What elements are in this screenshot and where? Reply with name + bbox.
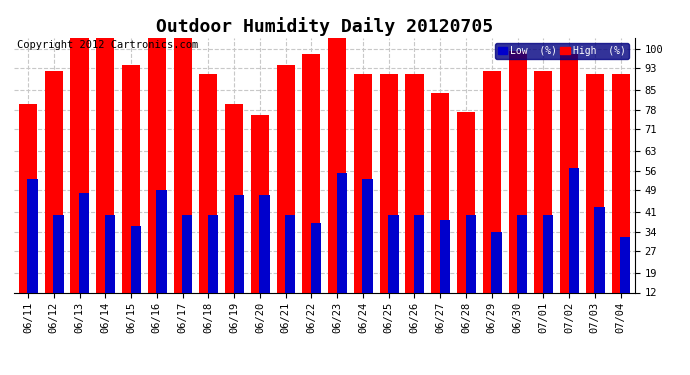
Bar bbox=[414, 215, 424, 292]
Bar bbox=[105, 215, 115, 292]
Bar bbox=[277, 65, 295, 292]
Bar bbox=[543, 215, 553, 292]
Bar bbox=[534, 71, 552, 292]
Bar bbox=[440, 220, 450, 292]
Bar bbox=[431, 93, 449, 292]
Bar bbox=[45, 71, 63, 292]
Bar bbox=[586, 74, 604, 292]
Bar bbox=[122, 65, 140, 292]
Bar bbox=[97, 15, 115, 292]
Bar bbox=[19, 104, 37, 292]
Bar bbox=[380, 74, 397, 292]
Bar bbox=[251, 115, 269, 292]
Bar bbox=[560, 54, 578, 292]
Bar bbox=[509, 51, 526, 292]
Bar bbox=[337, 173, 347, 292]
Bar bbox=[70, 15, 88, 292]
Bar bbox=[466, 215, 476, 292]
Bar bbox=[362, 179, 373, 292]
Bar bbox=[311, 223, 322, 292]
Bar bbox=[157, 190, 166, 292]
Bar bbox=[611, 74, 630, 292]
Bar bbox=[53, 215, 63, 292]
Bar bbox=[406, 74, 424, 292]
Bar bbox=[174, 10, 192, 292]
Bar bbox=[620, 237, 631, 292]
Bar bbox=[285, 215, 295, 292]
Bar bbox=[491, 231, 502, 292]
Bar bbox=[483, 71, 501, 292]
Bar bbox=[517, 215, 527, 292]
Bar bbox=[457, 112, 475, 292]
Bar bbox=[354, 74, 372, 292]
Bar bbox=[130, 226, 141, 292]
Bar bbox=[148, 15, 166, 292]
Bar bbox=[79, 193, 89, 292]
Legend: Low  (%), High  (%): Low (%), High (%) bbox=[495, 43, 629, 59]
Bar bbox=[328, 10, 346, 292]
Bar bbox=[302, 54, 320, 292]
Bar bbox=[234, 195, 244, 292]
Bar bbox=[388, 215, 399, 292]
Bar bbox=[199, 74, 217, 292]
Bar bbox=[594, 207, 604, 292]
Text: Copyright 2012 Cartronics.com: Copyright 2012 Cartronics.com bbox=[17, 40, 198, 50]
Bar bbox=[182, 215, 193, 292]
Bar bbox=[259, 195, 270, 292]
Bar bbox=[569, 168, 579, 292]
Bar bbox=[208, 215, 218, 292]
Title: Outdoor Humidity Daily 20120705: Outdoor Humidity Daily 20120705 bbox=[156, 17, 493, 36]
Bar bbox=[28, 179, 38, 292]
Bar bbox=[225, 104, 243, 292]
